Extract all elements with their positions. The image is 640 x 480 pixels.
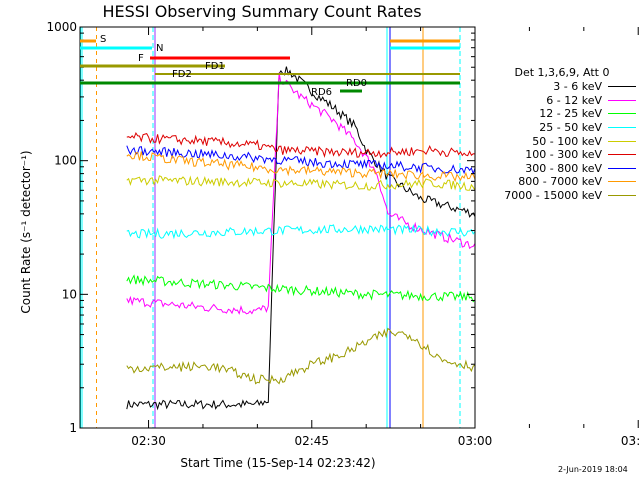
legend-swatch xyxy=(608,181,636,183)
legend-label: 7000 - 15000 keV xyxy=(504,189,602,203)
legend-label: 300 - 800 keV xyxy=(525,161,602,175)
chart-title: HESSI Observing Summary Count Rates xyxy=(102,2,421,21)
legend-label: 800 - 7000 keV xyxy=(518,175,602,189)
legend-item: 6 - 12 keV xyxy=(476,94,636,108)
flag-label-f: F xyxy=(138,53,144,64)
legend: Det 1,3,6,9, Att 0 3 - 6 keV 6 - 12 keV 12… xyxy=(476,66,636,202)
series-line-2 xyxy=(126,274,475,303)
legend-swatch xyxy=(608,113,636,115)
y-tick-label-3: 1000 xyxy=(46,20,77,34)
legend-label: 12 - 25 keV xyxy=(539,107,602,121)
series-line-3 xyxy=(126,224,475,240)
legend-label: 100 - 300 keV xyxy=(525,148,602,162)
legend-item: 50 - 100 keV xyxy=(476,134,636,148)
y-tick-label-1: 10 xyxy=(62,287,77,301)
x-axis-label: Start Time (15-Sep-14 02:23:42) xyxy=(180,456,375,470)
legend-label: 50 - 100 keV xyxy=(532,134,602,148)
x-tick-label-1: 02:45 xyxy=(294,434,329,448)
legend-label: 6 - 12 keV xyxy=(546,93,602,107)
plot-frame xyxy=(79,26,476,429)
y-tick-label-2: 100 xyxy=(54,154,77,168)
x-tick-label-0: 02:30 xyxy=(131,434,166,448)
legend-swatch xyxy=(608,154,636,156)
legend-item: 7000 - 15000 keV xyxy=(476,189,636,203)
y-axis-label: Count Rate (s⁻¹ detector⁻¹) xyxy=(19,150,33,313)
legend-item: 300 - 800 keV xyxy=(476,162,636,176)
legend-swatch xyxy=(608,86,636,88)
legend-item: 800 - 7000 keV xyxy=(476,175,636,189)
series-line-6 xyxy=(126,145,475,176)
data-layer xyxy=(80,27,475,428)
flag-label-s: S xyxy=(100,34,106,45)
x-tick-label-2: 03:00 xyxy=(458,434,493,448)
legend-swatch xyxy=(608,140,636,142)
series-line-7 xyxy=(126,151,475,183)
legend-swatch xyxy=(608,99,636,101)
legend-label: 3 - 6 keV xyxy=(553,80,602,94)
legend-swatch xyxy=(608,167,636,169)
flag-label-rd6: RD6 xyxy=(311,87,332,98)
y-tick-label-0: 1 xyxy=(69,421,77,435)
series-line-0 xyxy=(126,66,475,411)
legend-label: 25 - 50 keV xyxy=(539,121,602,135)
flag-label-n: N xyxy=(156,43,163,54)
flag-label-rd0: RD0 xyxy=(346,78,367,89)
legend-title: Det 1,3,6,9, Att 0 xyxy=(514,66,610,79)
series-line-4 xyxy=(126,175,475,191)
legend-swatch xyxy=(608,127,636,129)
flag-label-fd2: FD2 xyxy=(172,69,192,80)
legend-item: 12 - 25 keV xyxy=(476,107,636,121)
series-line-8 xyxy=(126,327,475,385)
x-tick-label-3: 03:15 xyxy=(621,434,640,448)
legend-item: 3 - 6 keV xyxy=(476,80,636,94)
legend-item: 25 - 50 keV xyxy=(476,121,636,135)
legend-swatch xyxy=(608,195,636,197)
legend-item: 100 - 300 keV xyxy=(476,148,636,162)
flag-label-fd1: FD1 xyxy=(205,61,225,72)
series-line-1 xyxy=(126,72,475,315)
generated-date: 2-Jun-2019 18:04 xyxy=(558,465,628,474)
series-line-5 xyxy=(126,132,475,159)
